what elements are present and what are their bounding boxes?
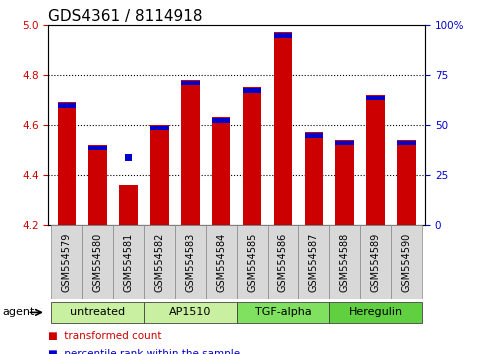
- Bar: [397, 141, 416, 145]
- FancyBboxPatch shape: [268, 225, 298, 299]
- Bar: [150, 126, 169, 130]
- FancyBboxPatch shape: [237, 225, 268, 299]
- FancyBboxPatch shape: [144, 302, 237, 323]
- Text: untreated: untreated: [70, 307, 125, 318]
- Bar: [336, 141, 354, 145]
- Bar: [126, 154, 132, 161]
- FancyBboxPatch shape: [175, 225, 206, 299]
- Text: AP1510: AP1510: [169, 307, 212, 318]
- Text: Heregulin: Heregulin: [349, 307, 403, 318]
- FancyBboxPatch shape: [329, 302, 422, 323]
- Text: GSM554581: GSM554581: [124, 232, 134, 292]
- Text: agent: agent: [2, 307, 35, 318]
- Text: GSM554580: GSM554580: [93, 232, 103, 292]
- FancyBboxPatch shape: [237, 302, 329, 323]
- Text: GSM554585: GSM554585: [247, 232, 257, 292]
- Bar: [88, 145, 107, 225]
- Text: ■  transformed count: ■ transformed count: [48, 331, 162, 341]
- FancyBboxPatch shape: [82, 225, 113, 299]
- Text: TGF-alpha: TGF-alpha: [255, 307, 312, 318]
- Bar: [212, 118, 230, 122]
- Bar: [181, 80, 199, 85]
- Bar: [336, 140, 354, 225]
- FancyBboxPatch shape: [144, 225, 175, 299]
- FancyBboxPatch shape: [51, 302, 144, 323]
- Bar: [397, 140, 416, 225]
- Bar: [243, 88, 261, 92]
- FancyBboxPatch shape: [329, 225, 360, 299]
- Text: GSM554588: GSM554588: [340, 232, 350, 292]
- Bar: [274, 32, 292, 225]
- FancyBboxPatch shape: [391, 225, 422, 299]
- Text: GSM554589: GSM554589: [370, 232, 381, 292]
- Text: GSM554579: GSM554579: [62, 232, 72, 292]
- Text: GSM554590: GSM554590: [401, 232, 412, 292]
- Bar: [88, 145, 107, 150]
- Text: GSM554583: GSM554583: [185, 232, 195, 292]
- Bar: [57, 102, 76, 225]
- Bar: [305, 132, 323, 225]
- Text: GSM554586: GSM554586: [278, 232, 288, 292]
- Bar: [367, 95, 385, 225]
- Bar: [150, 125, 169, 225]
- Bar: [305, 133, 323, 138]
- Text: GSM554582: GSM554582: [155, 232, 165, 292]
- Bar: [367, 96, 385, 100]
- FancyBboxPatch shape: [51, 225, 82, 299]
- FancyBboxPatch shape: [298, 225, 329, 299]
- Text: GSM554584: GSM554584: [216, 232, 226, 292]
- Bar: [212, 117, 230, 225]
- FancyBboxPatch shape: [113, 225, 144, 299]
- FancyBboxPatch shape: [206, 225, 237, 299]
- Text: GDS4361 / 8114918: GDS4361 / 8114918: [48, 8, 203, 24]
- Text: GSM554587: GSM554587: [309, 232, 319, 292]
- Bar: [243, 87, 261, 225]
- Bar: [274, 33, 292, 38]
- Text: ■  percentile rank within the sample: ■ percentile rank within the sample: [48, 349, 241, 354]
- Bar: [57, 103, 76, 108]
- FancyBboxPatch shape: [360, 225, 391, 299]
- Bar: [119, 185, 138, 225]
- Bar: [181, 80, 199, 225]
